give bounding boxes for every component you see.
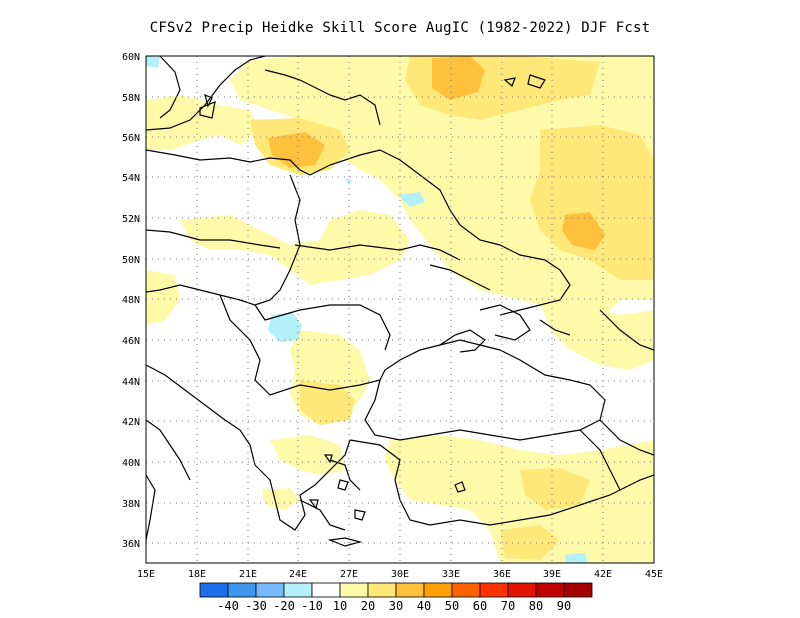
lon-label: 36E: [493, 569, 511, 580]
map-title: CFSv2 Precip Heidke Skill Score AugIC (1…: [149, 20, 651, 36]
shade-hungary-neg: [268, 312, 302, 342]
shade-neg-small3: [565, 553, 588, 563]
shade-west-edge: [146, 270, 180, 325]
colorbar-label: 80: [529, 599, 543, 613]
lon-label: 21E: [239, 569, 257, 580]
shade-baltic-west: [146, 95, 260, 150]
colorbar-swatch: [367, 582, 397, 598]
colorbar-label: 30: [389, 599, 403, 613]
colorbar-swatch: [423, 582, 453, 598]
colorbar-swatch: [227, 582, 257, 598]
shade-turkey-c: [520, 468, 590, 510]
colorbar-label: 40: [417, 599, 431, 613]
colorbar-label: 20: [361, 599, 375, 613]
plot-frame: [145, 55, 655, 564]
lon-label: 18E: [188, 569, 206, 580]
lat-label: 36N: [122, 539, 140, 550]
lat-label: 42N: [122, 417, 140, 428]
lat-label: 54N: [122, 173, 140, 184]
lon-label: 33E: [442, 569, 460, 580]
skill-shading: [146, 56, 654, 563]
lon-label: 30E: [391, 569, 409, 580]
colorbar-label: 10: [333, 599, 347, 613]
shade-anatolia: [385, 435, 654, 563]
lat-label: 40N: [122, 458, 140, 469]
lat-label: 48N: [122, 295, 140, 306]
colorbar-label: 90: [557, 599, 571, 613]
colorbar-label: -20: [273, 599, 295, 613]
lon-label: 42E: [594, 569, 612, 580]
colorbar-swatch: [507, 582, 537, 598]
colorbar-swatch: [563, 582, 593, 598]
colorbar-label: -40: [217, 599, 239, 613]
shade-bulgaria: [300, 380, 355, 425]
shade-greece-south: [262, 488, 300, 510]
lat-label: 58N: [122, 93, 140, 104]
colorbar-label: -10: [301, 599, 323, 613]
lon-axis: 15E 18E 21E 24E 27E 30E 33E 36E 39E 42E …: [137, 569, 663, 580]
colorbar-swatch: [479, 582, 509, 598]
colorbar-swatch: [339, 582, 369, 598]
lat-label: 46N: [122, 336, 140, 347]
shade-russia-e: [530, 125, 654, 280]
shade-russia-nw: [432, 56, 485, 100]
lat-label: 52N: [122, 214, 140, 225]
colorbar-label: 70: [501, 599, 515, 613]
lat-label: 38N: [122, 499, 140, 510]
lat-label: 44N: [122, 377, 140, 388]
lon-label: 27E: [340, 569, 358, 580]
colorbar-swatch: [255, 582, 285, 598]
lon-label: 24E: [289, 569, 307, 580]
lat-label: 56N: [122, 133, 140, 144]
shade-poland-ukraine: [180, 210, 410, 285]
lat-label: 60N: [122, 52, 140, 63]
colorbar-swatch: [535, 582, 565, 598]
colorbar: -40 -30 -20 -10 10 20 30 40 50 60 70 80 90: [199, 582, 593, 613]
shade-neg-small1: [398, 192, 425, 207]
colorbar-swatch: [311, 582, 341, 598]
colorbar-label: 60: [473, 599, 487, 613]
colorbar-swatch: [199, 582, 229, 598]
shade-greece-north: [270, 435, 345, 475]
colorbar-label: 50: [445, 599, 459, 613]
shade-voronezh: [562, 212, 605, 250]
colorbar-swatch: [451, 582, 481, 598]
colorbar-label: -30: [245, 599, 267, 613]
coastlines: [146, 56, 654, 547]
lon-label: 45E: [645, 569, 663, 580]
lat-label: 50N: [122, 255, 140, 266]
shade-north-russia: [230, 56, 654, 320]
gridlines: [146, 56, 654, 563]
lon-label: 39E: [543, 569, 561, 580]
shade-neg-small2: [146, 56, 160, 68]
colorbar-swatch: [395, 582, 425, 598]
colorbar-swatch: [283, 582, 313, 598]
shade-caucasus: [540, 300, 654, 370]
lon-label: 15E: [137, 569, 155, 580]
lat-axis: 60N 58N 56N 54N 52N 50N 48N 46N 44N 42N …: [122, 52, 140, 550]
